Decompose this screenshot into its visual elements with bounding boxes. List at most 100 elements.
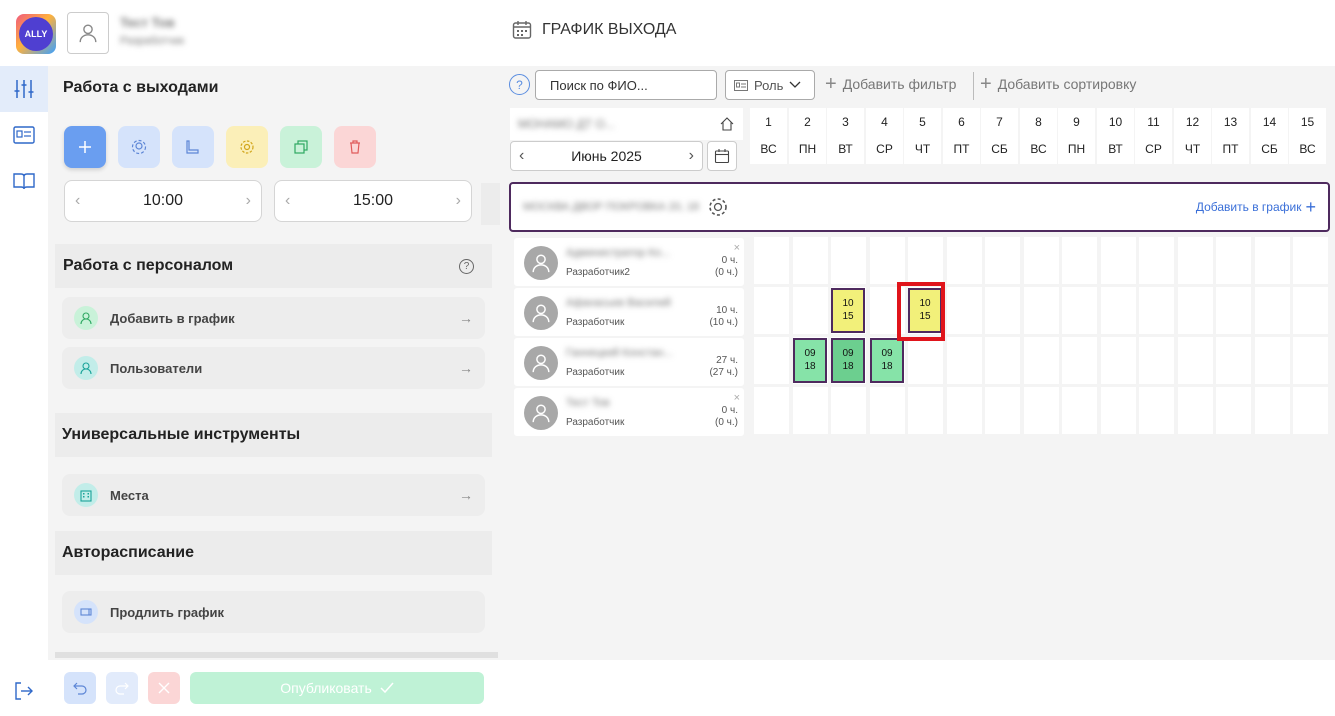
- delete-shift-button[interactable]: [334, 126, 376, 168]
- user-avatar[interactable]: [67, 12, 109, 54]
- schedule-cell[interactable]: [831, 387, 866, 434]
- schedule-cell[interactable]: [1293, 237, 1328, 284]
- rail-id-card[interactable]: [0, 112, 48, 158]
- menu-users[interactable]: Пользователи →: [62, 347, 485, 389]
- schedule-cell[interactable]: [947, 387, 982, 434]
- shift-block[interactable]: 10 15: [831, 288, 865, 333]
- schedule-cell[interactable]: [870, 237, 905, 284]
- copy-shift-button[interactable]: [280, 126, 322, 168]
- employee-row[interactable]: Администратор Ко... Разработчик2 0 ч. (0 ч.…: [514, 238, 744, 286]
- schedule-cell[interactable]: [754, 237, 789, 284]
- time-end-inc[interactable]: ›: [455, 192, 461, 209]
- org-selector[interactable]: МОНАМО ДТ О...: [510, 108, 743, 140]
- schedule-cell[interactable]: [1024, 387, 1059, 434]
- schedule-cell[interactable]: [1178, 287, 1213, 334]
- shift-block[interactable]: 09 18: [870, 338, 904, 383]
- remove-employee-icon[interactable]: ×: [733, 242, 740, 254]
- search-input[interactable]: Поиск по ФИО...: [535, 70, 717, 100]
- schedule-cell[interactable]: [1255, 387, 1290, 434]
- shift-block[interactable]: 10 15: [908, 288, 942, 333]
- schedule-cell[interactable]: [1024, 287, 1059, 334]
- schedule-cell[interactable]: [1062, 337, 1097, 384]
- month-selector[interactable]: ‹ Июнь 2025 ›: [510, 141, 703, 171]
- schedule-cell[interactable]: [793, 237, 828, 284]
- schedule-cell[interactable]: [1139, 237, 1174, 284]
- schedule-cell[interactable]: [1255, 337, 1290, 384]
- add-shift-button[interactable]: [64, 126, 106, 168]
- add-to-schedule-link[interactable]: Добавить в график +: [1196, 198, 1316, 216]
- home-icon[interactable]: [719, 116, 735, 132]
- schedule-cell[interactable]: [1178, 387, 1213, 434]
- rail-book[interactable]: [0, 158, 48, 204]
- schedule-cell[interactable]: [1101, 337, 1136, 384]
- redo-button[interactable]: [106, 672, 138, 704]
- next-month-button[interactable]: ›: [688, 147, 694, 164]
- publish-button[interactable]: Опубликовать: [190, 672, 484, 704]
- schedule-cell[interactable]: [1216, 237, 1251, 284]
- help-icon[interactable]: ?: [509, 74, 530, 95]
- schedule-cell[interactable]: [1062, 387, 1097, 434]
- schedule-cell[interactable]: [1293, 287, 1328, 334]
- employee-row[interactable]: Афанасьев Василий Разработчик 10 ч. (10 ч.): [514, 288, 744, 336]
- shift-block[interactable]: 09 18: [831, 338, 865, 383]
- schedule-cell[interactable]: [1101, 387, 1136, 434]
- schedule-cell[interactable]: [1062, 287, 1097, 334]
- schedule-cell[interactable]: [1139, 337, 1174, 384]
- time-start-dec[interactable]: ‹: [75, 192, 81, 209]
- time-end-input[interactable]: ‹ 15:00 ›: [274, 180, 472, 222]
- schedule-cell[interactable]: [908, 387, 943, 434]
- employee-row[interactable]: Ганнецкий Констан... Разработчик 27 ч. (27 …: [514, 338, 744, 386]
- remove-employee-icon[interactable]: ×: [733, 392, 740, 404]
- rail-schedule-settings[interactable]: [0, 66, 48, 112]
- shift-users-button[interactable]: [118, 126, 160, 168]
- schedule-cell[interactable]: [985, 387, 1020, 434]
- schedule-cell[interactable]: [1293, 337, 1328, 384]
- schedule-cell[interactable]: [947, 287, 982, 334]
- schedule-cell[interactable]: [1101, 237, 1136, 284]
- time-start-inc[interactable]: ›: [245, 192, 251, 209]
- menu-places[interactable]: Места →: [62, 474, 485, 516]
- add-filter-button[interactable]: + Добавить фильтр: [825, 74, 956, 94]
- shift-settings-button[interactable]: [226, 126, 268, 168]
- employee-row[interactable]: Тест Тов Разработчик 0 ч. (0 ч.) ×: [514, 388, 744, 436]
- schedule-cell[interactable]: [1139, 287, 1174, 334]
- menu-extend-schedule[interactable]: Продлить график: [62, 591, 485, 633]
- schedule-cell[interactable]: [754, 337, 789, 384]
- schedule-cell[interactable]: [1255, 287, 1290, 334]
- schedule-cell[interactable]: [1024, 337, 1059, 384]
- schedule-cell[interactable]: [793, 287, 828, 334]
- schedule-cell[interactable]: [947, 237, 982, 284]
- time-end-dec[interactable]: ‹: [285, 192, 291, 209]
- schedule-cell[interactable]: [908, 337, 943, 384]
- schedule-cell[interactable]: [754, 287, 789, 334]
- panel-scrollbar[interactable]: [55, 652, 498, 658]
- help-icon[interactable]: ?: [459, 259, 474, 274]
- schedule-cell[interactable]: [1216, 387, 1251, 434]
- schedule-cell[interactable]: [1255, 237, 1290, 284]
- undo-button[interactable]: [64, 672, 96, 704]
- add-sort-button[interactable]: + Добавить сортировку: [980, 74, 1136, 94]
- schedule-cell[interactable]: [754, 387, 789, 434]
- schedule-cell[interactable]: [985, 237, 1020, 284]
- schedule-cell[interactable]: [831, 237, 866, 284]
- schedule-cell[interactable]: [985, 287, 1020, 334]
- shift-type-button[interactable]: [172, 126, 214, 168]
- schedule-cell[interactable]: [793, 387, 828, 434]
- schedule-cell[interactable]: [1101, 287, 1136, 334]
- schedule-cell[interactable]: [870, 387, 905, 434]
- schedule-cell[interactable]: [985, 337, 1020, 384]
- rail-logout[interactable]: [0, 668, 48, 714]
- schedule-cell[interactable]: [947, 337, 982, 384]
- shift-block[interactable]: 09 18: [793, 338, 827, 383]
- schedule-cell[interactable]: [1216, 287, 1251, 334]
- schedule-cell[interactable]: [1139, 387, 1174, 434]
- schedule-cell[interactable]: [1216, 337, 1251, 384]
- schedule-cell[interactable]: [908, 237, 943, 284]
- cancel-button[interactable]: [148, 672, 180, 704]
- schedule-cell[interactable]: [1024, 237, 1059, 284]
- menu-add-to-schedule[interactable]: Добавить в график →: [62, 297, 485, 339]
- schedule-cell[interactable]: [1178, 237, 1213, 284]
- time-start-input[interactable]: ‹ 10:00 ›: [64, 180, 262, 222]
- prev-month-button[interactable]: ‹: [519, 147, 525, 164]
- date-picker-button[interactable]: [707, 141, 737, 171]
